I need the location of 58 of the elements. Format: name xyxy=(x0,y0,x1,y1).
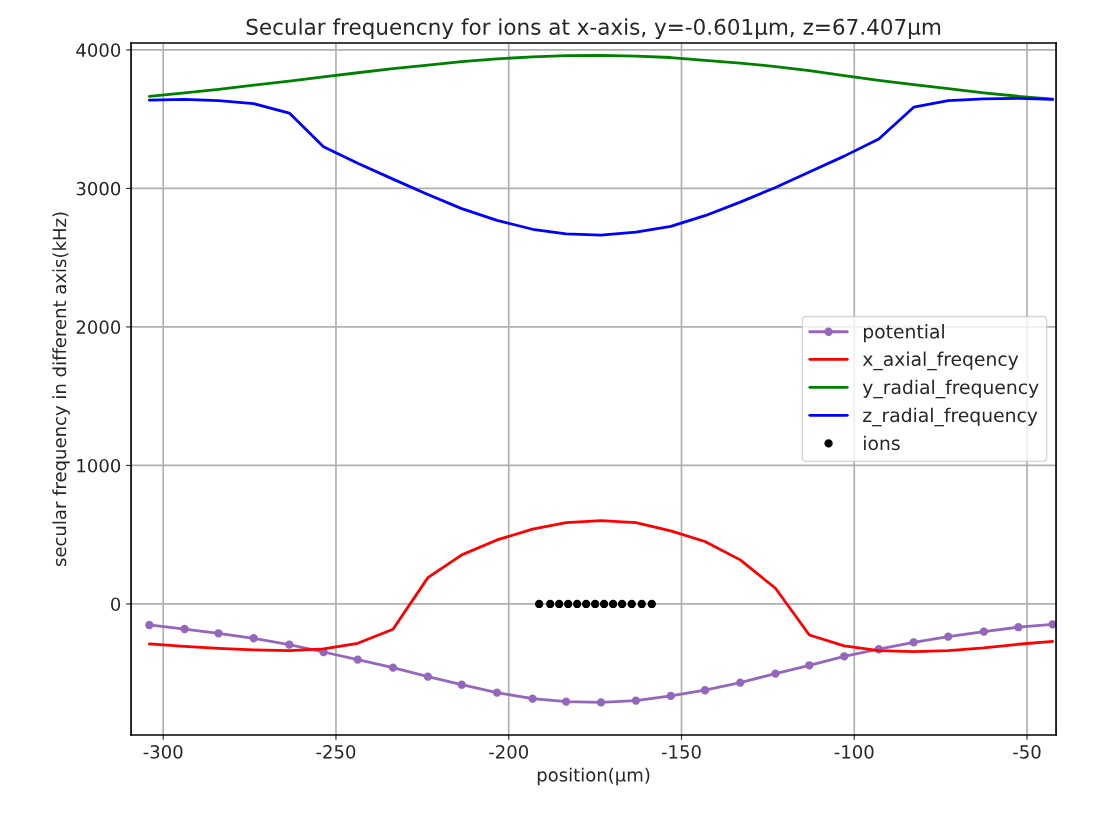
legend-label: z_radial_frequency xyxy=(863,407,1038,427)
x-tick-label: -300 xyxy=(143,745,183,759)
point xyxy=(1014,623,1023,632)
y-tick-label: 1000 xyxy=(77,458,121,473)
point xyxy=(627,599,636,609)
point xyxy=(353,655,362,664)
point xyxy=(492,688,502,697)
point xyxy=(805,661,814,670)
point xyxy=(528,694,537,703)
point xyxy=(388,663,398,672)
legend-label: potential xyxy=(863,324,944,343)
point xyxy=(214,629,223,638)
point xyxy=(944,632,953,641)
x-axis-title: position(μm) xyxy=(537,767,650,786)
point xyxy=(581,599,591,609)
line-series xyxy=(147,96,1054,237)
point xyxy=(700,686,710,695)
x-tick-label: -150 xyxy=(661,745,701,759)
x-tick-label: -100 xyxy=(834,745,874,759)
point xyxy=(546,599,555,609)
point xyxy=(617,599,627,609)
point xyxy=(555,599,564,609)
point xyxy=(590,599,600,609)
point xyxy=(572,599,582,609)
point xyxy=(145,620,154,630)
legend-label: x_axial_freqency xyxy=(862,351,1019,371)
legend-label: y_radial_frequency xyxy=(862,379,1039,399)
y-tick-label: 4000 xyxy=(76,43,121,58)
point xyxy=(736,678,745,687)
point xyxy=(561,697,571,706)
point xyxy=(423,672,433,681)
point xyxy=(599,599,609,609)
point xyxy=(596,698,606,707)
point xyxy=(647,599,656,609)
point xyxy=(457,680,466,689)
point xyxy=(840,652,849,661)
y-tick-label: 2000 xyxy=(76,320,121,335)
point xyxy=(631,696,641,705)
point xyxy=(563,599,573,609)
x-tick-label: -200 xyxy=(489,745,529,759)
point xyxy=(534,599,544,609)
line-series xyxy=(147,54,1054,101)
point xyxy=(666,691,675,701)
legend-label: ions xyxy=(864,435,900,451)
y-tick-label: 3000 xyxy=(76,181,121,196)
point xyxy=(771,669,780,678)
point xyxy=(637,599,646,609)
y-tick-label: 0 xyxy=(111,597,121,612)
point xyxy=(249,634,258,643)
point xyxy=(909,638,918,647)
x-tick-label: -250 xyxy=(316,745,356,759)
point xyxy=(180,624,189,634)
y-axis-title: secular frequency in different axis(kHz) xyxy=(52,212,70,567)
point xyxy=(608,599,618,609)
point xyxy=(285,640,294,649)
x-tick-label: -50 xyxy=(1013,745,1041,759)
chart-title: Secular frequencny for ions at x-axis, y=-0.601μm, z=67.407μm xyxy=(246,18,941,40)
point xyxy=(979,627,988,636)
